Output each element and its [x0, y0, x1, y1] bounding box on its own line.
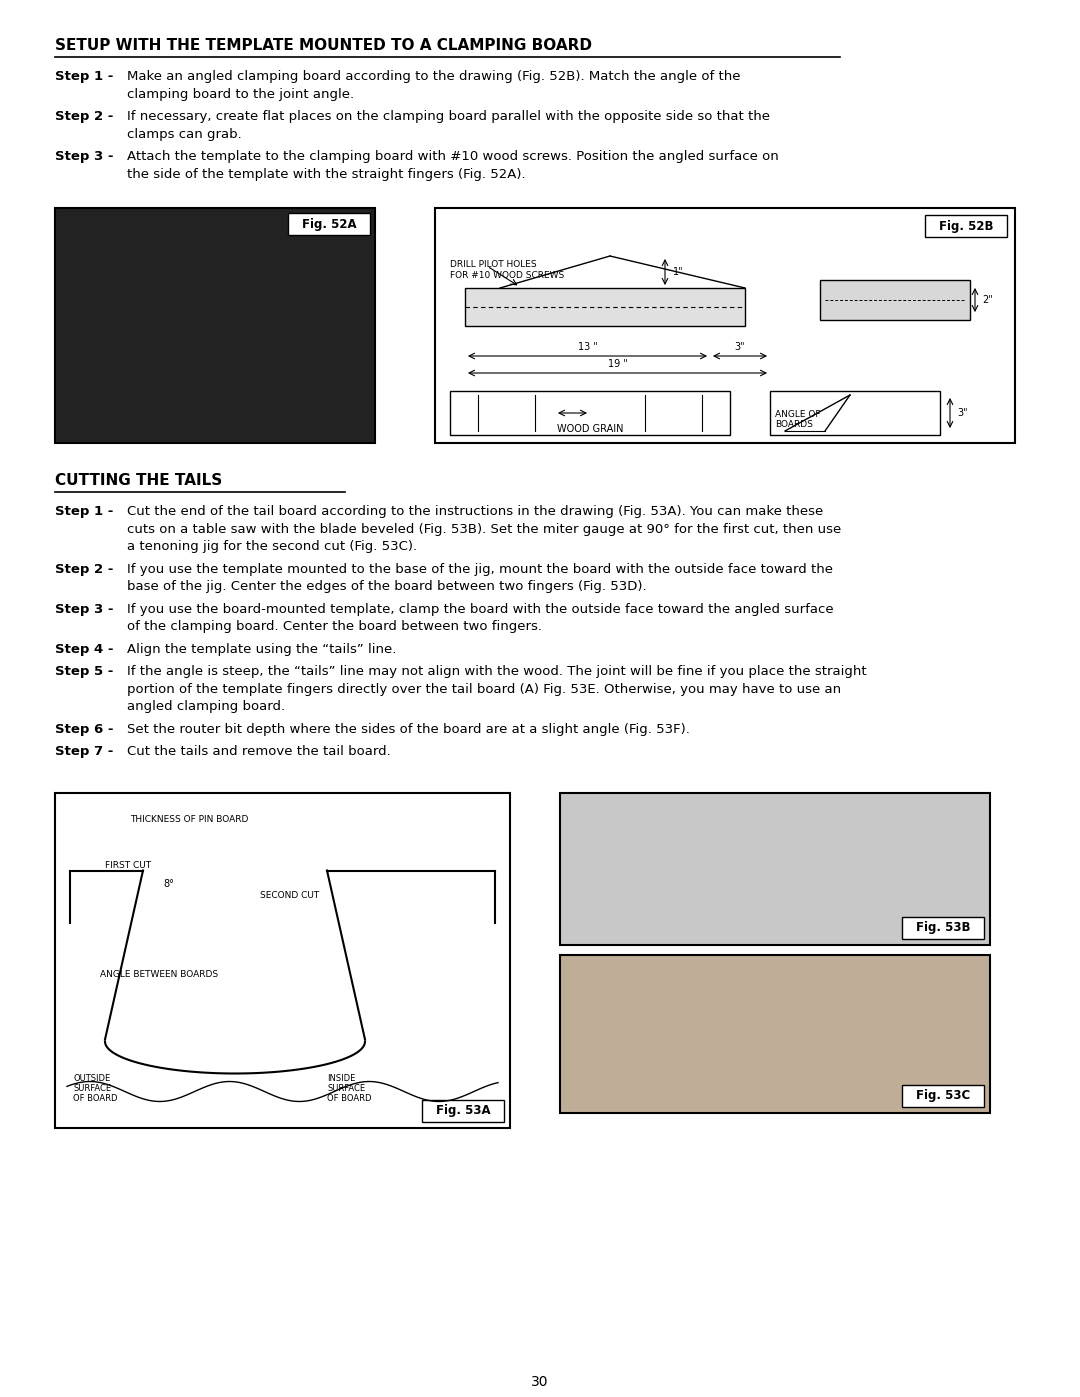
- Text: 3": 3": [734, 342, 745, 352]
- Text: DRILL PILOT HOLES
FOR #10 WOOD SCREWS: DRILL PILOT HOLES FOR #10 WOOD SCREWS: [450, 260, 564, 281]
- Text: Cut the end of the tail board according to the instructions in the drawing (Fig.: Cut the end of the tail board according …: [127, 504, 823, 518]
- Text: Step 2 -: Step 2 -: [55, 110, 113, 123]
- Text: OUTSIDE
SURFACE
OF BOARD: OUTSIDE SURFACE OF BOARD: [73, 1073, 118, 1104]
- Text: INSIDE
SURFACE
OF BOARD: INSIDE SURFACE OF BOARD: [327, 1073, 372, 1104]
- Text: THICKNESS OF PIN BOARD: THICKNESS OF PIN BOARD: [130, 814, 248, 823]
- Text: SETUP WITH THE TEMPLATE MOUNTED TO A CLAMPING BOARD: SETUP WITH THE TEMPLATE MOUNTED TO A CLA…: [55, 38, 592, 53]
- Text: 13 ": 13 ": [578, 342, 597, 352]
- Text: Set the router bit depth where the sides of the board are at a slight angle (Fig: Set the router bit depth where the sides…: [127, 722, 690, 735]
- Text: portion of the template fingers directly over the tail board (A) Fig. 53E. Other: portion of the template fingers directly…: [127, 683, 841, 696]
- Bar: [465, 288, 745, 326]
- Text: If you use the template mounted to the base of the jig, mount the board with the: If you use the template mounted to the b…: [127, 563, 833, 576]
- Text: Attach the template to the clamping board with #10 wood screws. Position the ang: Attach the template to the clamping boar…: [127, 149, 779, 163]
- Text: angled clamping board.: angled clamping board.: [127, 700, 285, 712]
- Bar: [902, 1084, 984, 1106]
- Bar: [561, 792, 990, 944]
- Text: Cut the tails and remove the tail board.: Cut the tails and remove the tail board.: [127, 745, 391, 759]
- Text: 3": 3": [957, 408, 968, 418]
- Text: 19 ": 19 ": [608, 359, 627, 369]
- Text: Step 6 -: Step 6 -: [55, 722, 113, 735]
- Text: Make an angled clamping board according to the drawing (Fig. 52B). Match the ang: Make an angled clamping board according …: [127, 70, 741, 82]
- Text: 30: 30: [531, 1375, 549, 1389]
- Text: Step 1 -: Step 1 -: [55, 70, 113, 82]
- Bar: [561, 954, 990, 1112]
- Text: Step 5 -: Step 5 -: [55, 665, 113, 678]
- Bar: [288, 212, 370, 235]
- Text: of the clamping board. Center the board between two fingers.: of the clamping board. Center the board …: [127, 620, 542, 633]
- Text: Step 4 -: Step 4 -: [55, 643, 113, 655]
- Text: base of the jig. Center the edges of the board between two fingers (Fig. 53D).: base of the jig. Center the edges of the…: [127, 580, 647, 592]
- Text: If the angle is steep, the “tails” line may not align with the wood. The joint w: If the angle is steep, the “tails” line …: [127, 665, 866, 678]
- Bar: [902, 916, 984, 939]
- Text: cuts on a table saw with the blade beveled (Fig. 53B). Set the miter gauge at 90: cuts on a table saw with the blade bevel…: [127, 522, 841, 535]
- Bar: [422, 1099, 504, 1122]
- Bar: [820, 279, 970, 320]
- Text: Step 1 -: Step 1 -: [55, 504, 113, 518]
- Text: Fig. 53C: Fig. 53C: [916, 1090, 970, 1102]
- Bar: [55, 792, 510, 1127]
- Text: If you use the board-mounted template, clamp the board with the outside face tow: If you use the board-mounted template, c…: [127, 602, 834, 616]
- Text: Fig. 52B: Fig. 52B: [939, 219, 994, 232]
- Text: Step 3 -: Step 3 -: [55, 602, 113, 616]
- Text: Step 7 -: Step 7 -: [55, 745, 113, 759]
- Text: CUTTING THE TAILS: CUTTING THE TAILS: [55, 474, 222, 488]
- Text: clamps can grab.: clamps can grab.: [127, 127, 242, 141]
- Bar: [924, 215, 1007, 237]
- Text: Step 2 -: Step 2 -: [55, 563, 113, 576]
- Text: FIRST CUT: FIRST CUT: [105, 861, 151, 869]
- Text: a tenoning jig for the second cut (Fig. 53C).: a tenoning jig for the second cut (Fig. …: [127, 541, 417, 553]
- Bar: [450, 391, 730, 434]
- Bar: [55, 208, 375, 443]
- Text: 2": 2": [982, 295, 993, 305]
- Text: 8°: 8°: [163, 879, 174, 888]
- Text: If necessary, create flat places on the clamping board parallel with the opposit: If necessary, create flat places on the …: [127, 110, 770, 123]
- Text: Step 3 -: Step 3 -: [55, 149, 113, 163]
- Bar: [770, 391, 940, 434]
- Text: the side of the template with the straight fingers (Fig. 52A).: the side of the template with the straig…: [127, 168, 526, 180]
- Text: 1": 1": [673, 267, 684, 277]
- Text: Fig. 52A: Fig. 52A: [301, 218, 356, 231]
- Bar: [435, 208, 1015, 443]
- Text: ANGLE OF
BOARDS: ANGLE OF BOARDS: [775, 409, 821, 429]
- Text: Fig. 53A: Fig. 53A: [435, 1104, 490, 1118]
- Text: Align the template using the “tails” line.: Align the template using the “tails” lin…: [127, 643, 396, 655]
- Text: Fig. 53B: Fig. 53B: [916, 921, 970, 935]
- Text: clamping board to the joint angle.: clamping board to the joint angle.: [127, 88, 354, 101]
- Text: WOOD GRAIN: WOOD GRAIN: [557, 425, 623, 434]
- Text: SECOND CUT: SECOND CUT: [260, 890, 320, 900]
- Text: ANGLE BETWEEN BOARDS: ANGLE BETWEEN BOARDS: [100, 970, 218, 978]
